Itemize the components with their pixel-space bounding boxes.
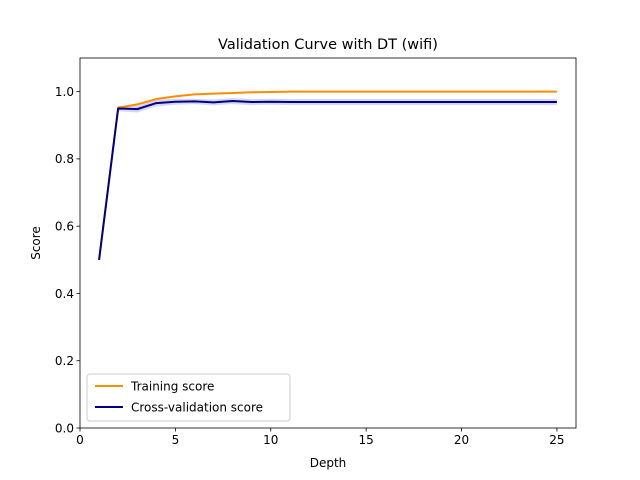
chart-title: Validation Curve with DT (wifi)	[218, 37, 438, 53]
plot-area-frame	[79, 57, 577, 429]
series-line-cross-validation-score	[98, 100, 557, 260]
x-tick-label: 10	[263, 433, 278, 447]
x-tick-label: 15	[359, 433, 374, 447]
legend: Training score Cross-validation score	[86, 373, 291, 422]
x-tick-label: 20	[454, 433, 469, 447]
y-tick-label: 0.6	[55, 219, 74, 233]
std-bands	[99, 91, 557, 262]
x-axis-ticks: 0 5 10 15 20 25	[76, 428, 565, 447]
std-band-training-score	[99, 91, 557, 261]
std-band-cross-validation-score	[99, 98, 557, 262]
legend-label-training: Training score	[130, 380, 214, 394]
x-tick-label: 25	[549, 433, 564, 447]
y-tick-label: 0.0	[55, 421, 74, 435]
y-tick-label: 0.2	[55, 354, 74, 368]
y-tick-label: 1.0	[55, 85, 74, 99]
series-line-training-score	[98, 90, 557, 260]
y-tick-label: 0.4	[55, 287, 74, 301]
legend-box	[86, 373, 291, 422]
x-axis-label: Depth	[310, 456, 347, 470]
x-tick-label: 0	[76, 433, 84, 447]
x-tick-label: 5	[172, 433, 180, 447]
y-axis-label: Score	[29, 226, 43, 260]
legend-label-cross-validation: Cross-validation score	[131, 401, 263, 415]
y-axis-ticks: 0.0 0.2 0.4 0.6 0.8 1.0	[55, 85, 80, 435]
y-tick-label: 0.8	[55, 152, 74, 166]
series-lines	[98, 90, 557, 260]
